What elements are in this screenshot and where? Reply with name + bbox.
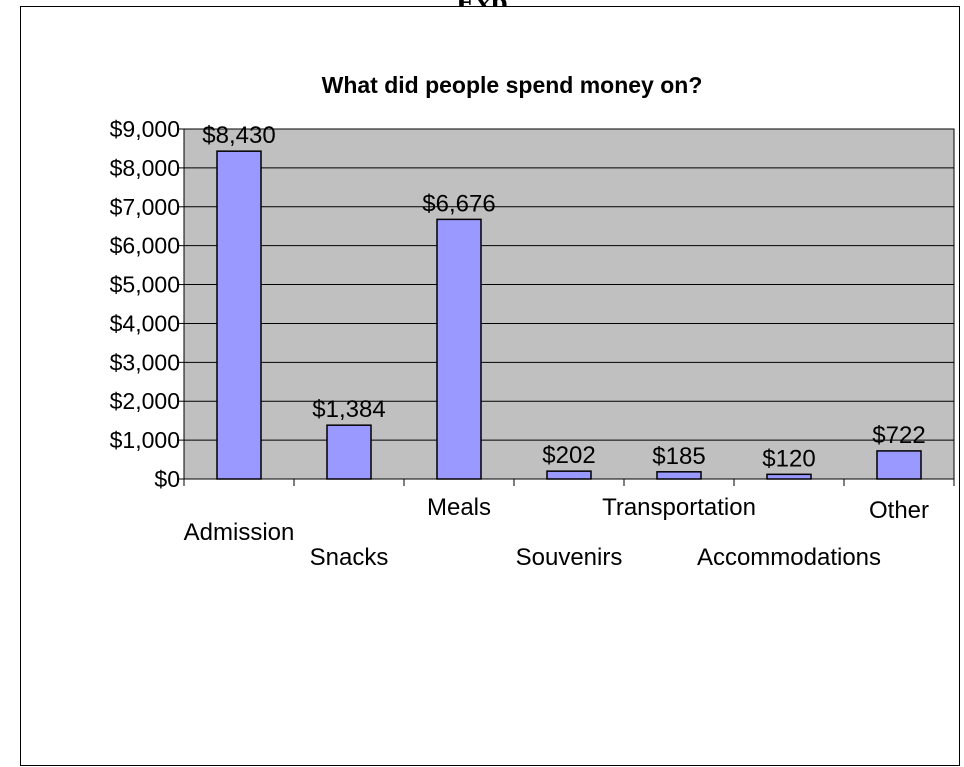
data-label: $722 [872,422,925,449]
bar [656,471,702,480]
x-tick-label: Snacks [310,544,389,571]
bar [876,450,922,480]
y-axis-tick-labels: $0 $1,000 $2,000 $3,000 $4,000 $5,000 $6,000 $7… [110,116,180,492]
y-tick-label: $7,000 [110,194,180,220]
chart-frame: What did people spend money on? $0 $1,000… [20,6,960,766]
bar [326,424,372,480]
bar [436,218,482,480]
x-tick-label: Meals [427,494,491,521]
data-labels: $8,430 $1,384 $6,676 $202 $185 $120 $722 [202,122,925,472]
x-axis-tick-labels: Admission Snacks Meals Souvenirs Transportat… [184,494,929,571]
data-label: $185 [652,443,705,470]
data-label: $120 [762,445,815,472]
x-tick-label: Other [869,497,929,524]
data-label: $6,676 [422,190,495,217]
bar [546,470,592,480]
gridlines [184,167,954,441]
y-tick-label: $1,000 [110,427,180,453]
bar [766,473,812,480]
y-tick-label: $3,000 [110,349,180,375]
y-tick-label: $9,000 [110,116,180,142]
x-tick-label: Admission [184,519,295,546]
data-label: $1,384 [312,396,385,423]
bar-chart: What did people spend money on? $0 $1,000… [110,72,955,571]
x-tick-label: Souvenirs [516,544,623,571]
y-tick-label: $0 [154,466,180,492]
y-tick-label: $2,000 [110,388,180,414]
y-tick-label: $4,000 [110,310,180,336]
data-label: $202 [542,442,595,469]
y-tick-label: $8,000 [110,155,180,181]
bar [216,150,262,480]
bars [216,150,922,480]
y-tick-label: $5,000 [110,272,180,298]
data-label: $8,430 [202,122,275,149]
chart-title: What did people spend money on? [322,72,703,98]
plot-area [183,128,955,480]
x-tick-label: Transportation [602,494,756,521]
x-tick-label: Accommodations [697,544,881,571]
y-tick-label: $6,000 [110,233,180,259]
